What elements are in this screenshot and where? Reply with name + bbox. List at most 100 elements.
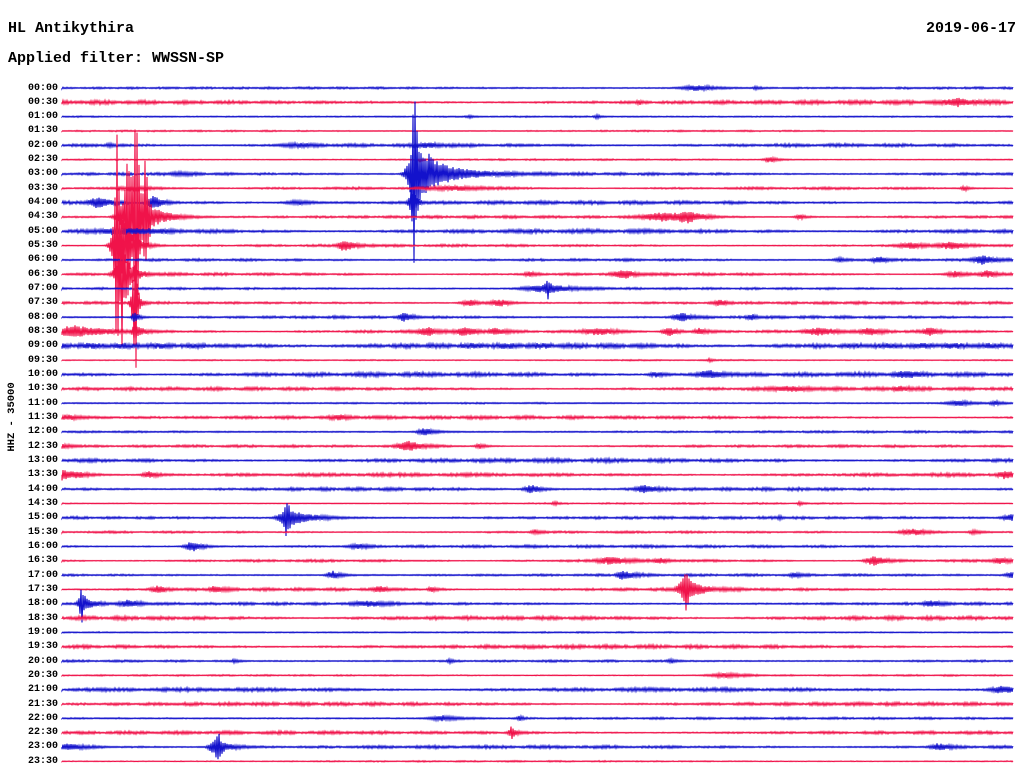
time-label: 11:30 (27, 411, 58, 423)
time-label: 01:00 (27, 111, 58, 123)
trace-row-1230 (61, 440, 1014, 451)
time-label: 09:00 (27, 340, 58, 352)
trace-row-0630 (61, 233, 1014, 348)
trace-row-0130 (61, 129, 1014, 133)
time-label: 03:00 (27, 168, 58, 180)
trace-row-2100 (61, 685, 1014, 694)
time-label: 02:00 (27, 139, 58, 151)
time-label: 00:30 (27, 96, 58, 108)
time-label: 16:30 (27, 555, 58, 567)
record-date: 2019-06-17 (925, 20, 1016, 37)
trace-row-1130 (61, 413, 1014, 422)
time-label: 22:00 (27, 712, 58, 724)
trace-row-0200 (61, 140, 1014, 150)
trace-row-1400 (61, 484, 1014, 494)
trace-row-2200 (61, 714, 1014, 723)
trace-row-0930 (61, 356, 1014, 364)
time-label: 03:30 (27, 182, 58, 194)
trace-row-0800 (61, 312, 1014, 322)
trace-row-1500 (61, 503, 1014, 537)
time-label: 21:00 (27, 684, 58, 696)
trace-row-0100 (61, 112, 1014, 121)
time-label: 15:00 (27, 512, 58, 524)
trace-row-2030 (61, 671, 1014, 680)
time-label: 15:30 (27, 526, 58, 538)
trace-row-1730 (61, 574, 1014, 611)
trace-row-1830 (61, 613, 1014, 623)
time-label: 18:30 (27, 612, 58, 624)
trace-row-0300 (61, 101, 1014, 263)
time-label: 08:30 (27, 326, 58, 338)
time-label: 20:00 (27, 655, 58, 667)
time-label: 06:30 (27, 268, 58, 280)
trace-row-0830 (61, 321, 1014, 339)
time-label: 12:30 (27, 440, 58, 452)
applied-filter-label: Applied filter: WWSSN-SP (8, 50, 225, 67)
time-label: 07:00 (27, 283, 58, 295)
trace-row-1430 (61, 499, 1014, 508)
time-label: 13:00 (27, 454, 58, 466)
time-label: 23:00 (27, 741, 58, 753)
time-label: 07:30 (27, 297, 58, 309)
trace-row-0400 (61, 189, 1014, 219)
time-label: 17:30 (27, 583, 58, 595)
trace-row-1900 (61, 630, 1014, 635)
time-label: 20:30 (27, 669, 58, 681)
time-label: 19:00 (27, 626, 58, 638)
trace-row-1030 (61, 384, 1014, 394)
trace-row-2230 (61, 726, 1014, 740)
time-label: 04:30 (27, 211, 58, 223)
trace-row-1700 (61, 570, 1014, 580)
time-label: 05:30 (27, 240, 58, 252)
time-label: 22:30 (27, 727, 58, 739)
trace-row-1930 (61, 642, 1014, 651)
trace-row-1200 (61, 427, 1014, 436)
time-label: 10:00 (27, 369, 58, 381)
time-label: 23:30 (27, 755, 58, 767)
trace-row-1800 (61, 589, 1014, 623)
trace-row-2300 (61, 733, 1014, 760)
time-label: 11:00 (27, 397, 58, 409)
trace-row-0900 (61, 341, 1014, 351)
time-label: 13:30 (27, 469, 58, 481)
trace-row-1000 (61, 370, 1014, 379)
time-label: 14:00 (27, 483, 58, 495)
station-title: HL Antikythira (8, 20, 135, 37)
time-label: 14:30 (27, 497, 58, 509)
time-label: 10:30 (27, 383, 58, 395)
trace-row-1630 (61, 556, 1014, 566)
time-label: 17:00 (27, 569, 58, 581)
time-label: 19:30 (27, 641, 58, 653)
trace-row-0430 (61, 129, 1014, 368)
time-label: 01:30 (27, 125, 58, 137)
trace-row-1330 (61, 470, 1014, 481)
trace-row-1600 (61, 542, 1014, 552)
trace-row-2130 (61, 700, 1014, 708)
time-label: 16:00 (27, 540, 58, 552)
trace-row-0000 (61, 83, 1014, 93)
time-label: 06:00 (27, 254, 58, 266)
trace-row-0700 (61, 280, 1014, 300)
time-label: 12:00 (27, 426, 58, 438)
trace-row-1100 (61, 398, 1014, 408)
time-label: 04:00 (27, 197, 58, 209)
time-label: 02:30 (27, 154, 58, 166)
time-label: 05:00 (27, 225, 58, 237)
trace-row-0600 (61, 255, 1014, 265)
time-label: 18:00 (27, 598, 58, 610)
time-label: 08:00 (27, 311, 58, 323)
trace-row-1300 (61, 456, 1014, 465)
trace-row-2330 (61, 759, 1014, 764)
trace-row-1530 (61, 527, 1014, 537)
time-label: 21:30 (27, 698, 58, 710)
trace-row-0230 (61, 155, 1014, 164)
trace-row-2000 (61, 656, 1014, 666)
trace-row-0730 (61, 265, 1014, 349)
trace-row-0330 (61, 183, 1014, 193)
trace-row-0500 (61, 227, 1014, 236)
time-label: 09:30 (27, 354, 58, 366)
time-label: 00:00 (27, 82, 58, 94)
trace-row-0030 (61, 97, 1014, 108)
